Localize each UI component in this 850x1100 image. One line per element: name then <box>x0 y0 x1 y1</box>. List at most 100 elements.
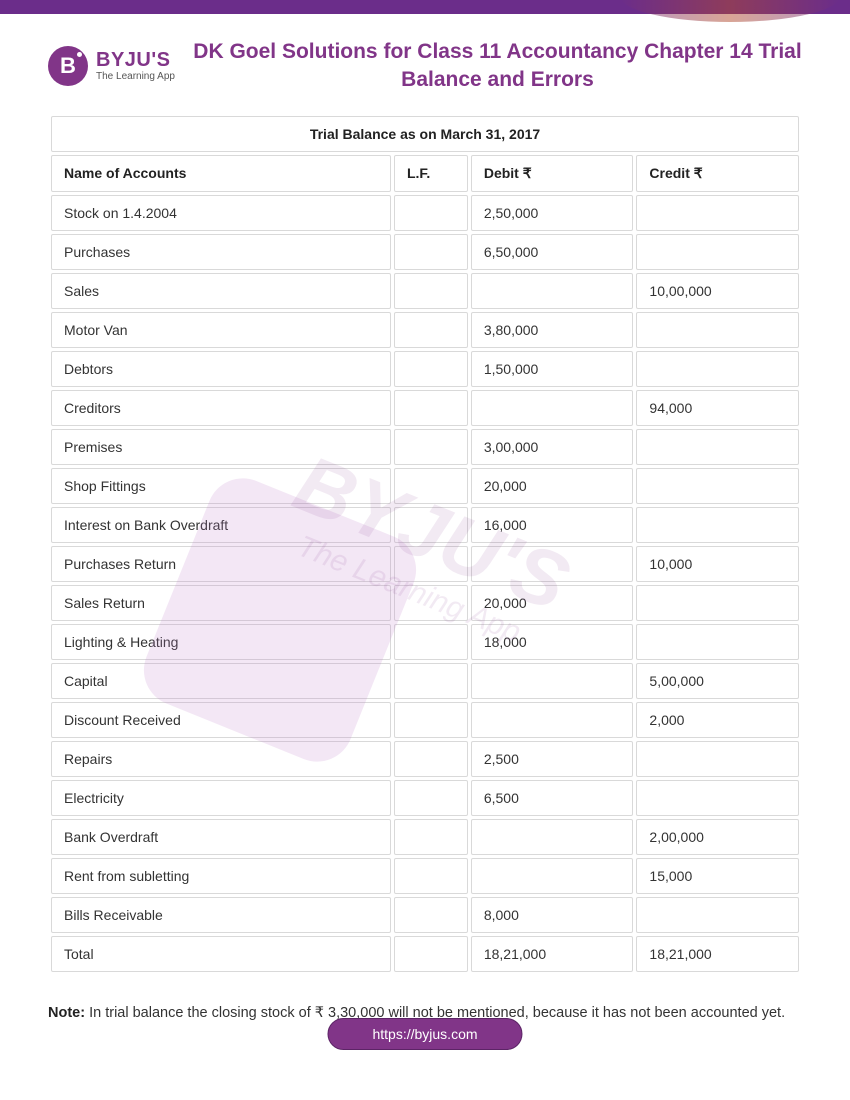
cell-lf <box>394 273 468 309</box>
table-row: Creditors 94,000 <box>51 390 799 426</box>
cell-lf <box>394 819 468 855</box>
table-row: Premises3,00,000 <box>51 429 799 465</box>
cell-debit <box>471 390 634 426</box>
cell-lf <box>394 936 468 972</box>
table-row: Repairs 2,500 <box>51 741 799 777</box>
trial-balance-table: Trial Balance as on March 31, 2017 Name … <box>48 113 802 975</box>
cell-debit: 2,50,000 <box>471 195 634 231</box>
cell-name: Electricity <box>51 780 391 816</box>
table-row: Purchases Return 10,000 <box>51 546 799 582</box>
top-accent-bar <box>0 0 850 14</box>
cell-name: Interest on Bank Overdraft <box>51 507 391 543</box>
cell-lf <box>394 585 468 621</box>
brand-name: BYJU'S <box>96 50 175 70</box>
cell-name: Sales <box>51 273 391 309</box>
table-row: Bank Overdraft 2,00,000 <box>51 819 799 855</box>
cell-name: Debtors <box>51 351 391 387</box>
col-header-debit: Debit ₹ <box>471 155 634 192</box>
cell-debit: 6,500 <box>471 780 634 816</box>
cell-name: Shop Fittings <box>51 468 391 504</box>
cell-name: Total <box>51 936 391 972</box>
table-row: Discount Received 2,000 <box>51 702 799 738</box>
cell-debit: 2,500 <box>471 741 634 777</box>
cell-debit: 18,000 <box>471 624 634 660</box>
cell-lf <box>394 897 468 933</box>
table-row: Purchases6,50,000 <box>51 234 799 270</box>
cell-debit <box>471 546 634 582</box>
col-header-name: Name of Accounts <box>51 155 391 192</box>
cell-name: Lighting & Heating <box>51 624 391 660</box>
table-row: Total 18,21,00018,21,000 <box>51 936 799 972</box>
col-header-lf: L.F. <box>394 155 468 192</box>
cell-credit: 15,000 <box>636 858 799 894</box>
cell-credit: 18,21,000 <box>636 936 799 972</box>
cell-credit <box>636 897 799 933</box>
cell-credit <box>636 780 799 816</box>
table-row: Capital 5,00,000 <box>51 663 799 699</box>
cell-credit: 10,00,000 <box>636 273 799 309</box>
cell-credit <box>636 234 799 270</box>
table-row: Interest on Bank Overdraft 16,000 <box>51 507 799 543</box>
cell-credit <box>636 468 799 504</box>
cell-lf <box>394 741 468 777</box>
footer-url: https://byjus.com <box>327 1018 522 1050</box>
cell-debit: 18,21,000 <box>471 936 634 972</box>
cell-credit <box>636 195 799 231</box>
brand-logo-text: BYJU'S The Learning App <box>96 50 175 82</box>
cell-name: Capital <box>51 663 391 699</box>
cell-lf <box>394 624 468 660</box>
cell-name: Sales Return <box>51 585 391 621</box>
cell-credit: 5,00,000 <box>636 663 799 699</box>
cell-name: Repairs <box>51 741 391 777</box>
cell-name: Rent from subletting <box>51 858 391 894</box>
cell-name: Bank Overdraft <box>51 819 391 855</box>
cell-debit <box>471 702 634 738</box>
cell-debit: 20,000 <box>471 468 634 504</box>
cell-debit: 8,000 <box>471 897 634 933</box>
table-row: Motor Van 3,80,000 <box>51 312 799 348</box>
cell-lf <box>394 429 468 465</box>
table-row: Sales Return 20,000 <box>51 585 799 621</box>
cell-lf <box>394 507 468 543</box>
cell-credit <box>636 585 799 621</box>
table-row: Rent from subletting 15,000 <box>51 858 799 894</box>
cell-lf <box>394 702 468 738</box>
table-row: Lighting & Heating 18,000 <box>51 624 799 660</box>
table-row: Debtors 1,50,000 <box>51 351 799 387</box>
cell-lf <box>394 858 468 894</box>
cell-debit: 16,000 <box>471 507 634 543</box>
table-row: Shop Fittings 20,000 <box>51 468 799 504</box>
cell-lf <box>394 468 468 504</box>
cell-credit <box>636 351 799 387</box>
cell-credit <box>636 741 799 777</box>
cell-debit <box>471 858 634 894</box>
brand-logo-mark: B <box>48 46 88 86</box>
col-header-credit: Credit ₹ <box>636 155 799 192</box>
table-caption-row: Trial Balance as on March 31, 2017 <box>51 116 799 152</box>
cell-credit: 2,00,000 <box>636 819 799 855</box>
cell-debit: 20,000 <box>471 585 634 621</box>
cell-credit: 10,000 <box>636 546 799 582</box>
cell-debit: 3,80,000 <box>471 312 634 348</box>
cell-name: Motor Van <box>51 312 391 348</box>
brand-logo: B BYJU'S The Learning App <box>48 46 175 86</box>
cell-credit <box>636 312 799 348</box>
cell-credit: 2,000 <box>636 702 799 738</box>
cell-lf <box>394 234 468 270</box>
cell-debit: 1,50,000 <box>471 351 634 387</box>
cell-name: Creditors <box>51 390 391 426</box>
table-header-row: Name of Accounts L.F. Debit ₹ Credit ₹ <box>51 155 799 192</box>
table-body: Stock on 1.4.20042,50,000Purchases6,50,0… <box>51 195 799 972</box>
cell-name: Discount Received <box>51 702 391 738</box>
cell-credit <box>636 624 799 660</box>
cell-credit: 94,000 <box>636 390 799 426</box>
cell-lf <box>394 780 468 816</box>
cell-lf <box>394 390 468 426</box>
table-row: Sales 10,00,000 <box>51 273 799 309</box>
page-title: DK Goel Solutions for Class 11 Accountan… <box>193 38 802 95</box>
cell-debit <box>471 273 634 309</box>
cell-credit <box>636 507 799 543</box>
table-row: Bills Receivable8,000 <box>51 897 799 933</box>
cell-name: Purchases Return <box>51 546 391 582</box>
cell-lf <box>394 195 468 231</box>
